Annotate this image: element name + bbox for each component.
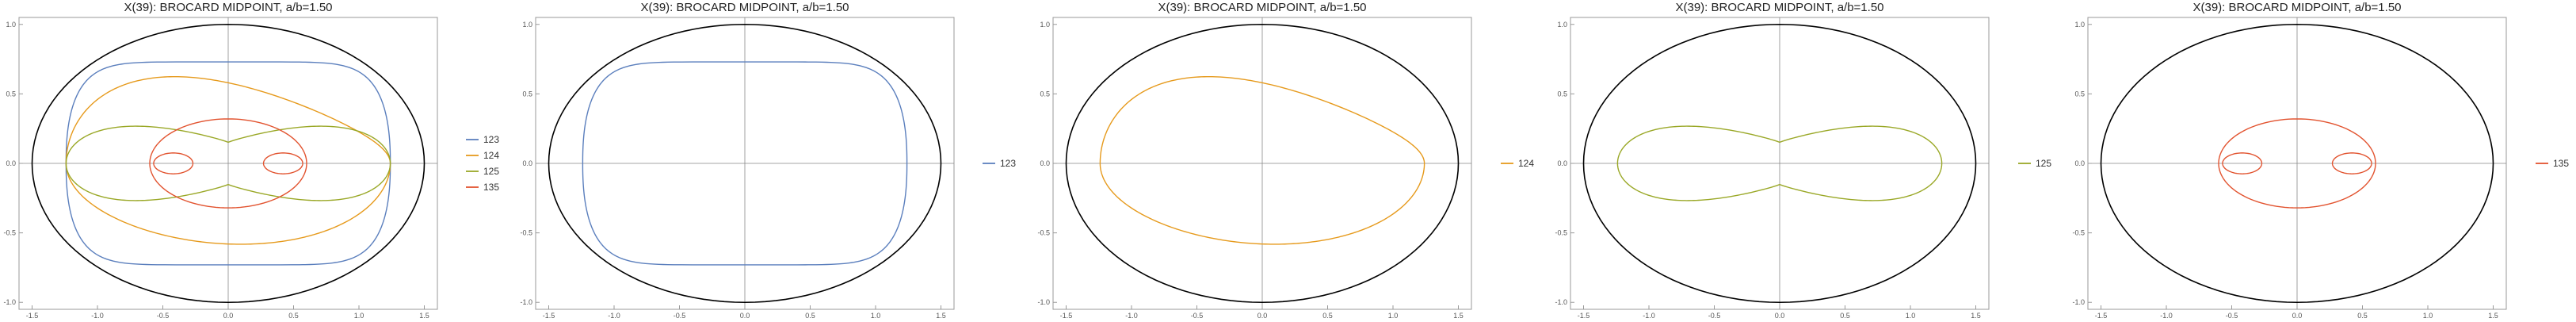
y-tick-label: 1.0	[1557, 21, 1567, 29]
x-tick-label: 0.5	[2357, 312, 2368, 320]
series-line-124	[1099, 75, 1425, 245]
y-tick-label: -0.5	[1037, 229, 1050, 237]
x-tick-label: -0.5	[1191, 312, 1204, 320]
x-tick-label: 0.0	[2292, 312, 2303, 320]
x-tick-label: 0.0	[1257, 312, 1268, 320]
y-tick-label: 0.5	[2074, 90, 2085, 98]
outer-ellipse	[31, 23, 426, 304]
series-line-123	[582, 61, 908, 266]
x-tick-label: -1.5	[1060, 312, 1073, 320]
x-tick-label: -1.0	[1125, 312, 1138, 320]
legend-label: 123	[1000, 158, 1016, 169]
outer-ellipse	[1582, 23, 1977, 304]
legend-item-123: 123	[983, 158, 1016, 169]
series-line-135	[2218, 118, 2376, 209]
x-tick-label: -0.5	[674, 312, 686, 320]
legend-item-125: 125	[2018, 158, 2051, 169]
x-tick-label: -1.5	[1578, 312, 1590, 320]
x-tick-label: -1.0	[1643, 312, 1655, 320]
y-tick-label: 1.0	[522, 21, 532, 29]
x-tick-label: -1.0	[2160, 312, 2173, 320]
y-tick-label: -0.5	[3, 229, 16, 237]
outer-ellipse	[1065, 23, 1460, 304]
y-tick-label: -0.5	[1555, 229, 1567, 237]
legend-item-123: 123	[466, 134, 499, 145]
x-tick-label: 1.0	[1388, 312, 1399, 320]
x-tick-label: 1.0	[1906, 312, 1916, 320]
x-tick-label: 0.0	[223, 312, 234, 320]
x-tick-label: 1.5	[2488, 312, 2498, 320]
x-tick-label: 1.0	[354, 312, 364, 320]
y-tick-label: 0.5	[522, 90, 532, 98]
chart-panel-2: X(39): BROCARD MIDPOINT, a/b=1.50 -1.5 -1.…	[520, 1, 1016, 320]
y-tick-label: -1.0	[1037, 298, 1050, 306]
chart-panel-4: X(39): BROCARD MIDPOINT, a/b=1.50 -1.5 -1.…	[1555, 1, 2051, 320]
x-tick-label: 0.0	[740, 312, 750, 320]
legend-item-135: 135	[2536, 158, 2569, 169]
chart-title: X(39): BROCARD MIDPOINT, a/b=1.50	[1158, 1, 1367, 14]
x-tick-label: 0.5	[1840, 312, 1850, 320]
chart-title: X(39): BROCARD MIDPOINT, a/b=1.50	[641, 1, 849, 14]
chart-panel-5: X(39): BROCARD MIDPOINT, a/b=1.50 -1.5 -1.…	[2072, 1, 2569, 320]
y-tick-label: -0.5	[2072, 229, 2085, 237]
x-tick-label: -0.5	[2226, 312, 2238, 320]
x-tick-label: -1.5	[543, 312, 555, 320]
legend-label: 124	[483, 150, 499, 161]
x-tick-label: 1.0	[2423, 312, 2433, 320]
legend-label: 125	[483, 166, 499, 177]
x-tick-label: 1.5	[1453, 312, 1464, 320]
legend-item-124: 124	[466, 150, 499, 161]
x-tick-label: 1.5	[1971, 312, 1981, 320]
outer-ellipse	[2100, 23, 2494, 304]
x-tick-label: -1.5	[26, 312, 39, 320]
chart-panel-1: X(39): BROCARD MIDPOINT, a/b=1.50 -1.5 -1.…	[3, 1, 499, 320]
x-tick-label: -1.5	[2095, 312, 2108, 320]
x-tick-label: 0.5	[1322, 312, 1333, 320]
x-tick-label: -0.5	[157, 312, 170, 320]
y-tick-label: 0.0	[1040, 159, 1050, 167]
x-tick-label: -1.0	[608, 312, 620, 320]
legend-item-125: 125	[466, 166, 499, 177]
legend-item-135: 135	[466, 182, 499, 193]
y-tick-label: 0.0	[522, 159, 532, 167]
legend-label: 124	[1518, 158, 1534, 169]
x-tick-label: 0.5	[805, 312, 815, 320]
legend-label: 123	[483, 134, 499, 145]
series-line-125	[1616, 125, 1943, 201]
legend-label: 125	[2036, 158, 2051, 169]
x-tick-label: 1.5	[419, 312, 429, 320]
y-tick-label: 1.0	[1040, 21, 1050, 29]
y-tick-label: 0.0	[2074, 159, 2085, 167]
x-tick-label: -1.0	[91, 312, 104, 320]
chart-title: X(39): BROCARD MIDPOINT, a/b=1.50	[2193, 1, 2402, 14]
y-tick-label: 0.0	[6, 159, 16, 167]
y-tick-label: 1.0	[2074, 21, 2085, 29]
y-tick-label: 0.5	[1040, 90, 1050, 98]
legend-label: 135	[2553, 158, 2569, 169]
y-tick-label: 0.0	[1557, 159, 1567, 167]
x-tick-label: 1.0	[871, 312, 881, 320]
series-line-125	[65, 125, 391, 201]
legend-item-124: 124	[1501, 158, 1534, 169]
x-tick-label: 0.0	[1775, 312, 1785, 320]
chart-title: X(39): BROCARD MIDPOINT, a/b=1.50	[1676, 1, 1884, 14]
y-tick-label: -1.0	[1555, 298, 1567, 306]
x-tick-label: 0.5	[288, 312, 299, 320]
legend-label: 135	[483, 182, 499, 193]
chart-panel-3: X(39): BROCARD MIDPOINT, a/b=1.50 -1.5 -1.…	[1037, 1, 1534, 320]
y-tick-label: 0.5	[6, 90, 16, 98]
y-tick-label: -0.5	[520, 229, 532, 237]
y-tick-label: 0.5	[1557, 90, 1567, 98]
y-tick-label: -1.0	[3, 298, 16, 306]
y-tick-label: -1.0	[2072, 298, 2085, 306]
chart-title: X(39): BROCARD MIDPOINT, a/b=1.50	[124, 1, 333, 14]
y-tick-label: -1.0	[520, 298, 532, 306]
x-tick-label: -0.5	[1708, 312, 1721, 320]
y-tick-label: 1.0	[6, 21, 16, 29]
x-tick-label: 1.5	[936, 312, 946, 320]
outer-ellipse	[548, 23, 942, 304]
series-line-135	[149, 118, 307, 209]
